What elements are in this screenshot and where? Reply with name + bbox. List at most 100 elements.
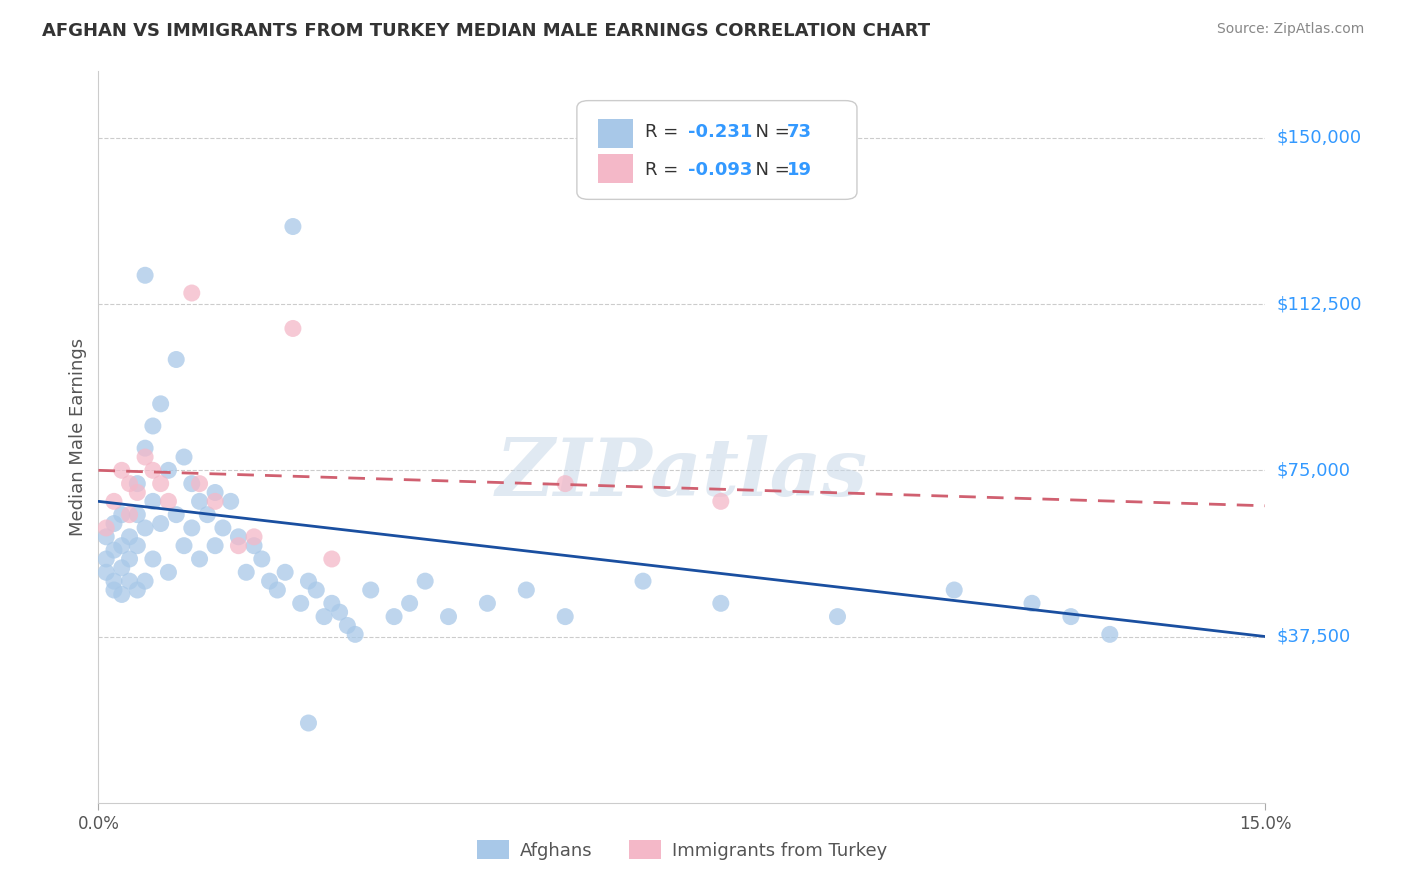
Text: $112,500: $112,500 xyxy=(1277,295,1362,313)
Point xyxy=(118,530,141,544)
Point xyxy=(142,419,165,434)
Point xyxy=(477,596,499,610)
Point xyxy=(219,494,242,508)
Point xyxy=(111,587,134,601)
Point xyxy=(329,605,352,619)
Text: -0.093: -0.093 xyxy=(688,161,752,179)
Point xyxy=(827,609,849,624)
Point xyxy=(204,539,226,553)
Point xyxy=(103,516,125,531)
Point xyxy=(235,566,257,580)
Point xyxy=(127,508,149,522)
Point xyxy=(266,582,288,597)
Point xyxy=(157,463,180,477)
Point xyxy=(180,476,202,491)
Point xyxy=(398,596,420,610)
Point xyxy=(188,494,211,508)
Point xyxy=(103,574,125,589)
Point xyxy=(243,530,266,544)
Point xyxy=(134,450,156,464)
Point xyxy=(96,530,118,544)
Point xyxy=(180,285,202,300)
Point xyxy=(515,582,537,597)
Text: AFGHAN VS IMMIGRANTS FROM TURKEY MEDIAN MALE EARNINGS CORRELATION CHART: AFGHAN VS IMMIGRANTS FROM TURKEY MEDIAN … xyxy=(42,22,931,40)
Text: Source: ZipAtlas.com: Source: ZipAtlas.com xyxy=(1216,22,1364,37)
Point xyxy=(710,596,733,610)
Point xyxy=(204,494,226,508)
Point xyxy=(297,716,319,731)
Point xyxy=(127,582,149,597)
Point xyxy=(413,574,436,589)
Point xyxy=(173,539,195,553)
Point xyxy=(382,609,405,624)
Point xyxy=(118,476,141,491)
Text: $150,000: $150,000 xyxy=(1277,128,1361,147)
Text: ZIPatlas: ZIPatlas xyxy=(496,435,868,512)
Legend: Afghans, Immigrants from Turkey: Afghans, Immigrants from Turkey xyxy=(470,833,894,867)
Point xyxy=(111,539,134,553)
Point xyxy=(149,476,172,491)
Text: N =: N = xyxy=(744,161,796,179)
FancyBboxPatch shape xyxy=(598,119,633,148)
Point xyxy=(142,552,165,566)
Point xyxy=(188,552,211,566)
Text: R =: R = xyxy=(644,161,683,179)
Point xyxy=(103,582,125,597)
Point xyxy=(281,321,304,335)
Point xyxy=(1060,609,1083,624)
Point xyxy=(204,485,226,500)
Point xyxy=(134,441,156,455)
Point xyxy=(118,574,141,589)
Point xyxy=(127,539,149,553)
Point xyxy=(1021,596,1043,610)
Point xyxy=(165,352,187,367)
Text: 73: 73 xyxy=(787,123,811,141)
Text: $37,500: $37,500 xyxy=(1277,628,1351,646)
Point xyxy=(437,609,460,624)
Point xyxy=(111,561,134,575)
FancyBboxPatch shape xyxy=(576,101,856,200)
Point xyxy=(157,494,180,508)
Point xyxy=(173,450,195,464)
Point xyxy=(134,521,156,535)
Point xyxy=(111,508,134,522)
Point xyxy=(111,463,134,477)
Point xyxy=(290,596,312,610)
Text: -0.231: -0.231 xyxy=(688,123,752,141)
Point xyxy=(118,552,141,566)
Point xyxy=(344,627,367,641)
Point xyxy=(228,539,250,553)
Point xyxy=(188,476,211,491)
Point xyxy=(118,508,141,522)
Point xyxy=(180,521,202,535)
Point xyxy=(336,618,359,632)
Point xyxy=(1098,627,1121,641)
Point xyxy=(96,521,118,535)
Point xyxy=(103,494,125,508)
Point xyxy=(103,543,125,558)
Point xyxy=(305,582,328,597)
Y-axis label: Median Male Earnings: Median Male Earnings xyxy=(69,338,87,536)
Point xyxy=(259,574,281,589)
Point xyxy=(281,219,304,234)
Point xyxy=(127,476,149,491)
Point xyxy=(321,596,343,610)
Point xyxy=(127,485,149,500)
Point xyxy=(228,530,250,544)
Point xyxy=(157,566,180,580)
Point xyxy=(631,574,654,589)
Point xyxy=(142,494,165,508)
Point xyxy=(312,609,335,624)
Point xyxy=(297,574,319,589)
Point xyxy=(96,552,118,566)
Point xyxy=(149,516,172,531)
Point xyxy=(943,582,966,597)
Point xyxy=(134,574,156,589)
Point xyxy=(195,508,218,522)
Point xyxy=(250,552,273,566)
Point xyxy=(274,566,297,580)
Text: $75,000: $75,000 xyxy=(1277,461,1351,479)
Point xyxy=(142,463,165,477)
Point xyxy=(96,566,118,580)
Point xyxy=(243,539,266,553)
